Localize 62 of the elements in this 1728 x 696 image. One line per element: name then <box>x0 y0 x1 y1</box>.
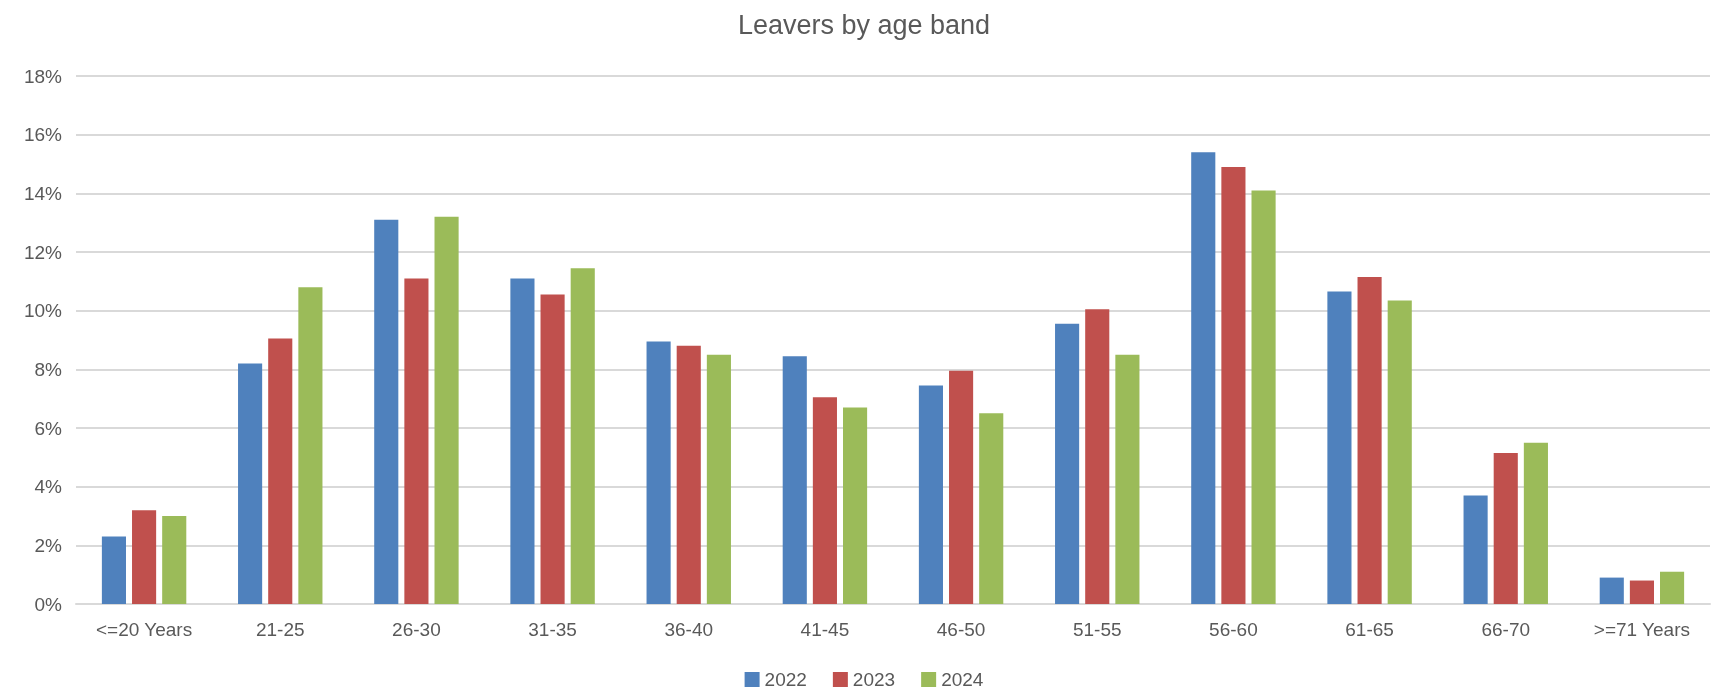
bar <box>1629 580 1654 604</box>
y-tick-label: 2% <box>34 534 63 556</box>
bar <box>1115 354 1140 604</box>
x-tick-label: 61-65 <box>1345 619 1394 640</box>
bar <box>162 516 187 604</box>
x-tick-label: >=71 Years <box>1593 619 1690 640</box>
y-tick-label: 14% <box>23 182 63 204</box>
y-tick-label: 12% <box>23 241 63 263</box>
bar <box>979 413 1004 604</box>
y-tick-label: 4% <box>34 476 63 498</box>
bar <box>298 287 323 604</box>
x-tick-label: 26-30 <box>392 619 441 640</box>
bar <box>918 385 943 604</box>
bar <box>404 278 429 604</box>
bar <box>949 370 974 604</box>
bar <box>238 363 263 604</box>
bar <box>1599 577 1624 604</box>
bar <box>812 397 837 604</box>
x-tick-label: 46-50 <box>936 619 986 640</box>
bar <box>132 510 157 604</box>
bar <box>1327 291 1352 604</box>
bar <box>646 341 671 604</box>
bar <box>434 216 459 604</box>
x-tick-label: 51-55 <box>1072 619 1122 640</box>
bar <box>510 278 535 604</box>
x-tick-label: 31-35 <box>528 619 577 640</box>
bar <box>374 219 399 604</box>
bar <box>1251 190 1276 604</box>
bar <box>1085 309 1110 604</box>
bar <box>570 268 595 604</box>
x-tick-label: 41-45 <box>800 619 850 640</box>
bar <box>1523 442 1548 604</box>
bar <box>540 294 565 604</box>
legend-label: 2024 <box>941 669 984 690</box>
y-tick-label: 18% <box>23 65 63 87</box>
y-tick-label: 8% <box>34 358 63 380</box>
bar <box>706 354 731 604</box>
bar <box>1357 276 1382 604</box>
x-tick-label: <=20 Years <box>96 619 193 640</box>
x-tick-label: 21-25 <box>255 619 305 640</box>
bar <box>101 536 126 604</box>
legend-label: 2023 <box>852 669 896 690</box>
legend-label: 2022 <box>764 669 807 690</box>
chart-title: Leavers by age band <box>737 9 991 40</box>
x-tick-label: 36-40 <box>664 619 714 640</box>
bar <box>1387 300 1412 604</box>
bar <box>1660 571 1685 604</box>
bar <box>782 356 807 604</box>
y-tick-label: 10% <box>23 300 63 322</box>
bar <box>1055 323 1080 604</box>
y-tick-label: 0% <box>34 593 63 615</box>
y-tick-label: 6% <box>34 417 63 439</box>
bar <box>1221 166 1246 604</box>
bar <box>676 345 701 604</box>
x-tick-label: 56-60 <box>1209 619 1258 640</box>
bar <box>268 338 293 604</box>
bar <box>1463 495 1488 604</box>
bar <box>1191 152 1216 604</box>
y-tick-label: 16% <box>23 124 63 146</box>
bar <box>843 407 868 604</box>
x-tick-label: 66-70 <box>1481 619 1531 640</box>
bar <box>1493 452 1518 604</box>
